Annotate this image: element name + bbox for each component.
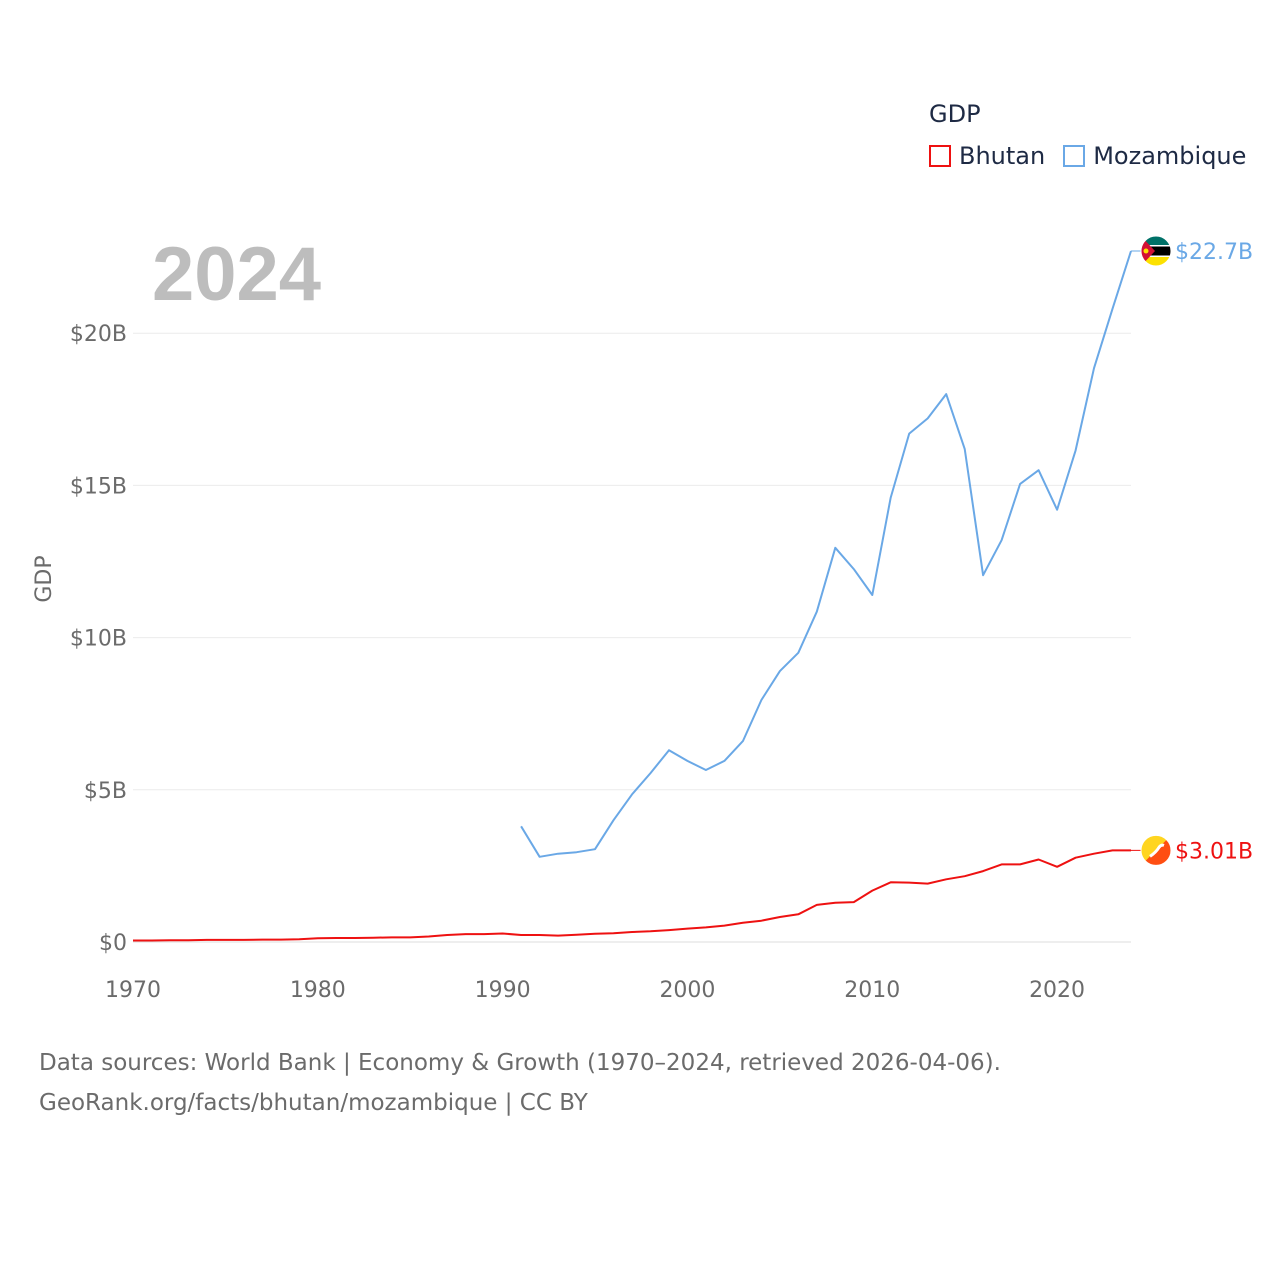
y-tick-label: $5B [84, 779, 127, 804]
bhutan-flag-icon [1140, 834, 1172, 866]
series-line-bhutan [133, 849, 1131, 942]
x-tick-label: 2020 [1029, 978, 1085, 1003]
year-label: 2024 [152, 232, 321, 317]
legend-item-mozambique[interactable]: Mozambique [1063, 142, 1246, 170]
y-axis-title: GDP [32, 555, 57, 602]
legend-title: GDP [929, 100, 981, 128]
mozambique-flag-icon [1140, 235, 1172, 267]
end-value-label-bhutan: $3.01B [1175, 839, 1253, 864]
y-tick-label: $15B [70, 474, 127, 499]
source-line-1: Data sources: World Bank | Economy & Gro… [39, 1050, 1001, 1076]
y-tick-label: $0 [99, 931, 127, 956]
x-tick-label: 1980 [290, 978, 346, 1003]
x-tick-label: 1990 [475, 978, 531, 1003]
legend-swatch-bhutan [929, 145, 951, 167]
x-tick-label: 2010 [844, 978, 900, 1003]
end-value-label-mozambique: $22.7B [1175, 240, 1253, 265]
legend-label-bhutan: Bhutan [959, 142, 1046, 170]
legend-label-mozambique: Mozambique [1093, 142, 1247, 170]
y-tick-label: $20B [70, 322, 127, 347]
legend-swatch-mozambique [1063, 145, 1086, 167]
source-line-2[interactable]: GeoRank.org/facts/bhutan/mozambique | CC… [39, 1090, 588, 1116]
series-lines [133, 250, 1132, 942]
end-markers: $3.01B $22.7B [1131, 235, 1253, 866]
y-tick-label: $10B [70, 627, 127, 652]
source-note: Data sources: World Bank | Economy & Gro… [39, 1043, 1001, 1123]
x-tick-label: 2000 [659, 978, 715, 1003]
y-axis-ticks: $0 $5B $10B $15B $20B [70, 322, 127, 956]
x-tick-label: 1970 [105, 978, 161, 1003]
series-line-mozambique [520, 250, 1132, 858]
legend-item-bhutan[interactable]: Bhutan [929, 142, 1045, 170]
x-axis-ticks: 1970 1980 1990 2000 2010 2020 [105, 978, 1085, 1003]
legend[interactable]: Bhutan Mozambique [929, 142, 1264, 170]
grid-lines [133, 332, 1131, 943]
